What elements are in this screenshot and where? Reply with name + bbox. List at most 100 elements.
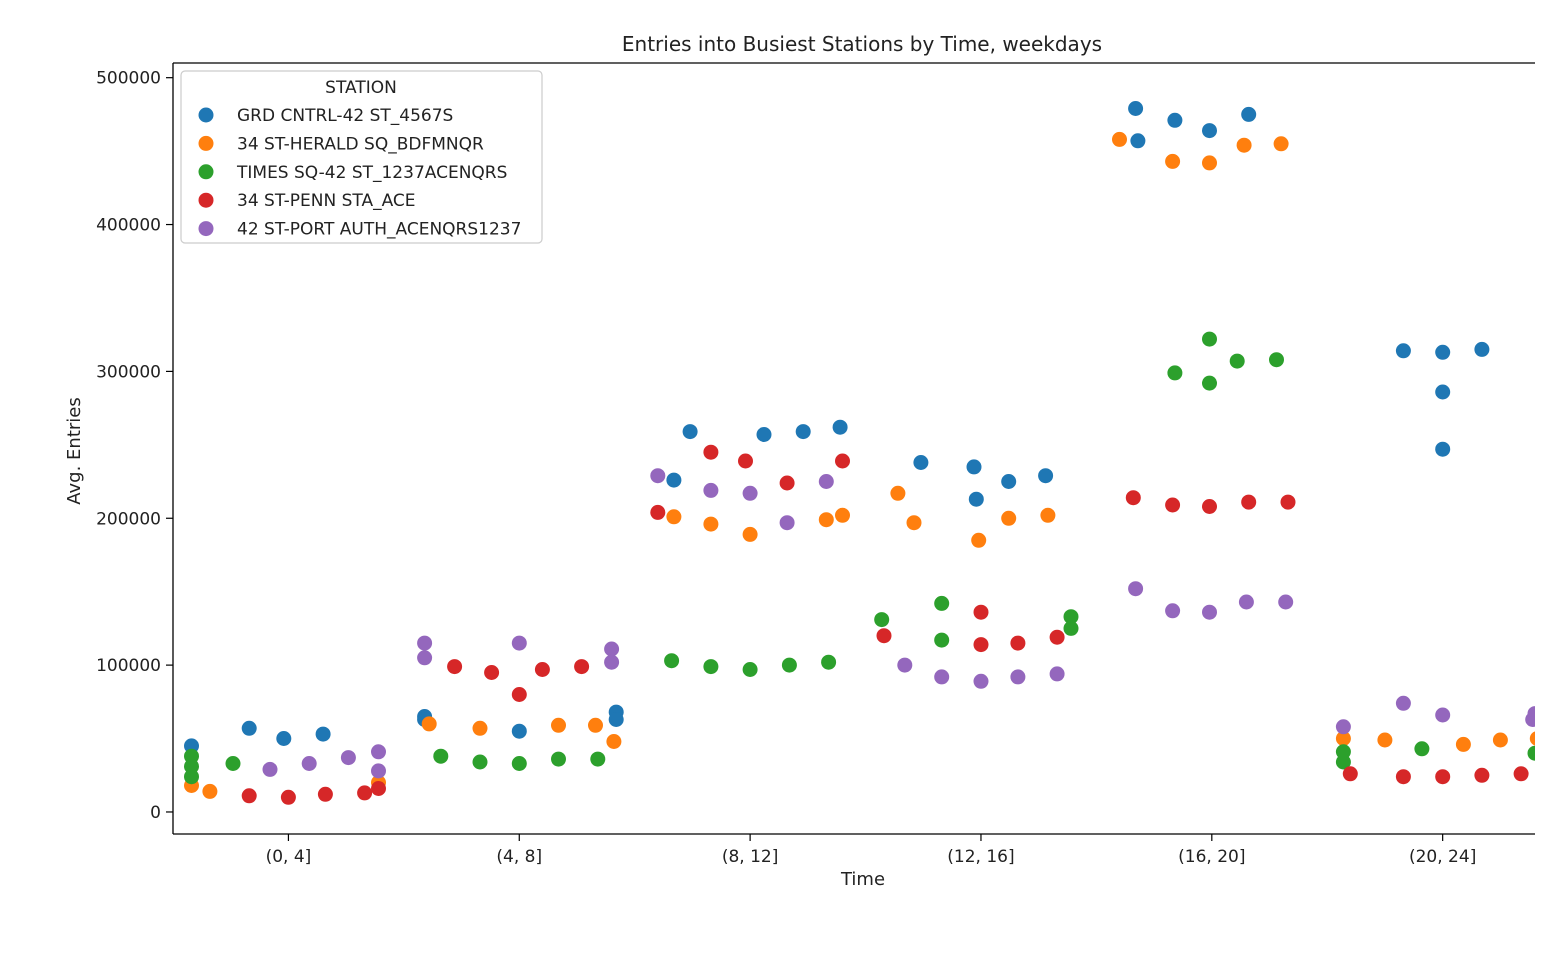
data-point — [1492, 732, 1508, 748]
legend-label: GRD CNTRL-42 ST_4567S — [237, 106, 453, 126]
data-point — [1063, 609, 1079, 625]
x-tick-label: (16, 20] — [1178, 847, 1245, 867]
data-point — [1529, 731, 1535, 746]
x-tick-label: (8, 12] — [722, 847, 779, 867]
data-point — [742, 526, 758, 542]
data-point — [1335, 719, 1351, 735]
legend-item: GRD CNTRL-42 ST_4567S — [198, 106, 453, 126]
data-point — [1435, 707, 1451, 723]
data-point — [1414, 741, 1430, 757]
x-tick-label: (20, 24] — [1409, 847, 1476, 867]
data-point — [1165, 497, 1181, 513]
legend-item: 34 ST-HERALD SQ_BDFMNQR — [198, 134, 484, 154]
data-points — [184, 101, 1535, 805]
data-point — [818, 512, 834, 528]
data-point — [574, 659, 590, 675]
data-point — [184, 758, 199, 774]
legend-box — [180, 70, 543, 244]
data-point — [1202, 155, 1217, 171]
data-point — [340, 750, 356, 766]
data-point — [1049, 629, 1065, 645]
legend-label: 34 ST-PENN STA_ACE — [237, 191, 416, 211]
data-point — [551, 751, 566, 767]
data-point — [1513, 766, 1529, 782]
data-point — [417, 635, 433, 651]
series-0 — [184, 101, 1490, 754]
data-point — [301, 756, 317, 771]
data-point — [371, 781, 386, 796]
data-point — [1280, 494, 1296, 510]
data-point — [934, 669, 950, 685]
data-point — [262, 761, 278, 777]
data-point — [534, 662, 550, 677]
x-tick-label: (12, 16] — [947, 847, 1014, 867]
data-point — [835, 507, 850, 523]
data-point — [1435, 384, 1451, 400]
data-point — [1001, 510, 1017, 526]
data-point — [664, 653, 680, 669]
data-point — [421, 716, 437, 732]
data-point — [280, 789, 296, 805]
data-point — [472, 720, 488, 736]
data-point — [1474, 341, 1490, 357]
data-point — [832, 419, 848, 435]
data-point — [1128, 581, 1144, 597]
data-point — [317, 786, 333, 802]
legend: STATION GRD CNTRL-42 ST_4567S 34 ST-HERAL… — [180, 70, 543, 244]
data-point — [890, 485, 906, 501]
y-tick-label: 500000 — [96, 69, 161, 89]
data-point — [1278, 594, 1294, 610]
y-tick-label: 0 — [150, 803, 161, 823]
series-4 — [262, 468, 1535, 779]
data-point — [1049, 666, 1065, 682]
data-point — [1165, 603, 1181, 619]
data-point — [1229, 353, 1245, 369]
series-2 — [184, 331, 1535, 785]
data-point — [1125, 490, 1141, 506]
data-point — [703, 482, 719, 498]
data-point — [1167, 112, 1183, 128]
data-point — [1435, 344, 1451, 360]
data-point — [551, 717, 566, 733]
data-point — [1395, 695, 1411, 711]
data-point — [357, 785, 373, 801]
data-point — [1273, 136, 1289, 152]
data-point — [1202, 375, 1217, 391]
data-point — [1435, 769, 1451, 785]
legend-items: GRD CNTRL-42 ST_4567S 34 ST-HERALD SQ_BDF… — [198, 106, 521, 240]
data-point — [1525, 712, 1535, 727]
data-point — [1527, 745, 1535, 761]
data-point — [1269, 352, 1284, 368]
data-point — [934, 632, 950, 648]
data-point — [876, 628, 892, 644]
data-point — [1241, 494, 1257, 510]
data-point — [1038, 468, 1054, 484]
data-point — [934, 595, 950, 611]
x-axis-label: Time — [840, 869, 885, 890]
data-point — [835, 453, 850, 469]
data-point — [906, 515, 922, 531]
data-point — [682, 424, 698, 440]
data-point — [371, 763, 386, 779]
data-point — [184, 769, 199, 785]
data-point — [433, 748, 449, 764]
data-point — [202, 783, 218, 799]
data-point — [225, 756, 241, 771]
data-point — [1202, 123, 1217, 139]
y-tick-label: 100000 — [96, 656, 161, 676]
data-point — [971, 532, 987, 548]
data-point — [779, 475, 795, 491]
data-point — [874, 612, 890, 628]
data-point — [973, 673, 989, 689]
data-point — [1202, 499, 1217, 514]
data-point — [590, 751, 606, 767]
data-point — [1241, 106, 1257, 122]
data-point — [973, 637, 989, 653]
data-point — [1238, 594, 1254, 610]
data-point — [1395, 769, 1411, 785]
data-point — [1455, 736, 1471, 752]
data-point — [1001, 474, 1017, 489]
legend-marker — [198, 192, 214, 208]
y-tick-label: 400000 — [96, 216, 161, 236]
